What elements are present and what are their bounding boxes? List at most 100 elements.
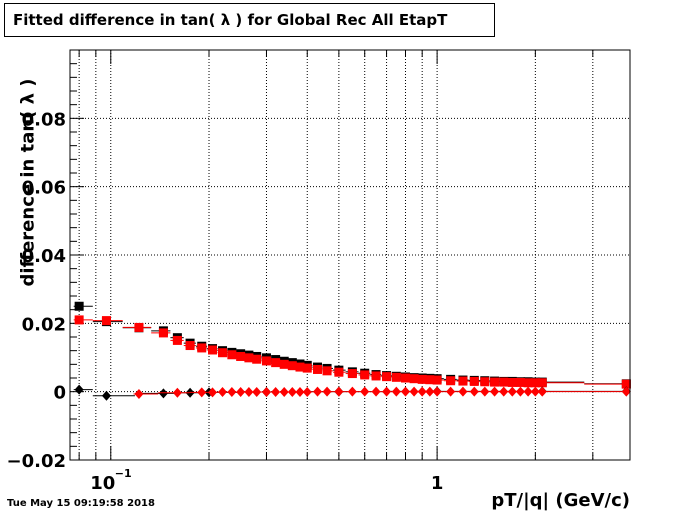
square-marker — [507, 377, 517, 387]
x-tick-labels: 10 −1 1 — [90, 467, 443, 494]
square-marker — [469, 376, 479, 386]
square-marker — [244, 353, 254, 363]
diamond-marker — [458, 386, 468, 397]
diamond-marker — [515, 386, 525, 397]
chart-title: Fitted difference in tan( λ ) for Global… — [4, 3, 495, 37]
square-marker — [530, 378, 540, 388]
square-marker — [425, 375, 435, 385]
diamond-marker — [621, 386, 631, 397]
square-marker — [208, 345, 218, 355]
diamond-marker — [74, 384, 84, 395]
diamond-marker — [360, 386, 370, 397]
square-marker — [271, 358, 281, 368]
timestamp: Tue May 15 09:19:58 2018 — [7, 498, 155, 509]
x-tick-label: 1 — [431, 473, 444, 494]
square-marker — [197, 343, 207, 353]
y-tick-label: 0.06 — [22, 178, 66, 199]
square-marker — [382, 372, 392, 382]
square-marker — [446, 376, 456, 386]
square-marker — [458, 376, 468, 386]
square-marker — [347, 369, 357, 379]
diamond-marker — [334, 386, 344, 397]
square-marker — [417, 374, 427, 384]
axis-ticks — [70, 49, 594, 461]
diamond-marker — [432, 386, 442, 397]
square-marker — [302, 363, 312, 373]
square-marker — [158, 328, 168, 338]
diamond-marker — [499, 386, 509, 397]
square-marker — [391, 372, 401, 382]
diamond-marker — [295, 387, 305, 398]
diamond-marker — [236, 387, 246, 398]
square-marker — [400, 373, 410, 383]
square-marker — [172, 335, 182, 345]
x-tick-label-exponent: −1 — [115, 467, 132, 480]
square-marker — [295, 362, 305, 372]
diamond-marker — [227, 387, 237, 398]
y-tick-label: 0.04 — [22, 246, 66, 267]
square-marker — [134, 322, 144, 332]
diamond-marker — [425, 386, 435, 397]
diamond-marker — [252, 387, 262, 398]
diamond-marker — [287, 387, 297, 398]
square-marker — [480, 377, 490, 387]
square-marker — [312, 364, 322, 374]
square-marker — [74, 301, 84, 311]
diamond-marker — [261, 387, 271, 398]
square-marker — [523, 378, 533, 388]
diamond-marker — [490, 386, 500, 397]
diamond-marker — [279, 387, 289, 398]
square-marker — [236, 351, 246, 361]
square-marker — [227, 350, 237, 360]
square-marker — [185, 341, 195, 351]
diamond-marker — [400, 386, 410, 397]
diamond-marker — [507, 386, 517, 397]
y-tick-label: 0.02 — [22, 314, 66, 335]
square-marker — [101, 316, 111, 326]
diamond-marker — [302, 387, 312, 398]
diamond-marker — [101, 390, 111, 401]
square-marker — [261, 356, 271, 366]
diamond-marker — [391, 386, 401, 397]
diamond-marker — [537, 386, 547, 397]
square-marker — [218, 348, 228, 358]
diamond-marker — [312, 386, 322, 397]
square-marker — [322, 366, 332, 376]
diamond-marker — [446, 386, 456, 397]
diamond-marker — [208, 387, 218, 398]
diamond-marker — [244, 387, 254, 398]
square-marker — [371, 371, 381, 381]
diamond-marker — [371, 386, 381, 397]
x-axis-label: pT/|q| (GeV/c) — [491, 490, 630, 511]
square-marker — [360, 370, 370, 380]
square-marker — [515, 377, 525, 387]
diamond-marker — [523, 386, 533, 397]
diamond-marker — [409, 386, 419, 397]
square-marker — [287, 361, 297, 371]
y-tick-label: 0 — [53, 383, 66, 404]
diamond-marker — [347, 386, 357, 397]
diamond-marker — [417, 386, 427, 397]
diamond-marker — [172, 387, 182, 398]
diamond-marker — [480, 386, 490, 397]
square-marker — [490, 377, 500, 387]
y-tick-label: 0.08 — [22, 109, 66, 130]
y-axis-label: difference in tan( λ ) — [17, 78, 39, 287]
data-markers — [73, 301, 631, 401]
diamond-marker — [271, 387, 281, 398]
y-tick-labels: −0.02 0 0.02 0.04 0.06 0.08 — [7, 109, 67, 472]
diamond-marker — [322, 386, 332, 397]
diamond-marker — [469, 386, 479, 397]
square-marker — [621, 379, 631, 389]
diamond-marker — [218, 387, 228, 398]
grid-lines — [70, 50, 630, 461]
square-marker — [279, 359, 289, 369]
plot-frame — [69, 49, 631, 461]
diamond-marker — [197, 387, 207, 398]
diamond-marker — [530, 386, 540, 397]
x-tick-label: 10 — [90, 473, 115, 494]
square-marker — [334, 367, 344, 377]
square-marker — [432, 375, 442, 385]
square-marker — [537, 378, 547, 388]
